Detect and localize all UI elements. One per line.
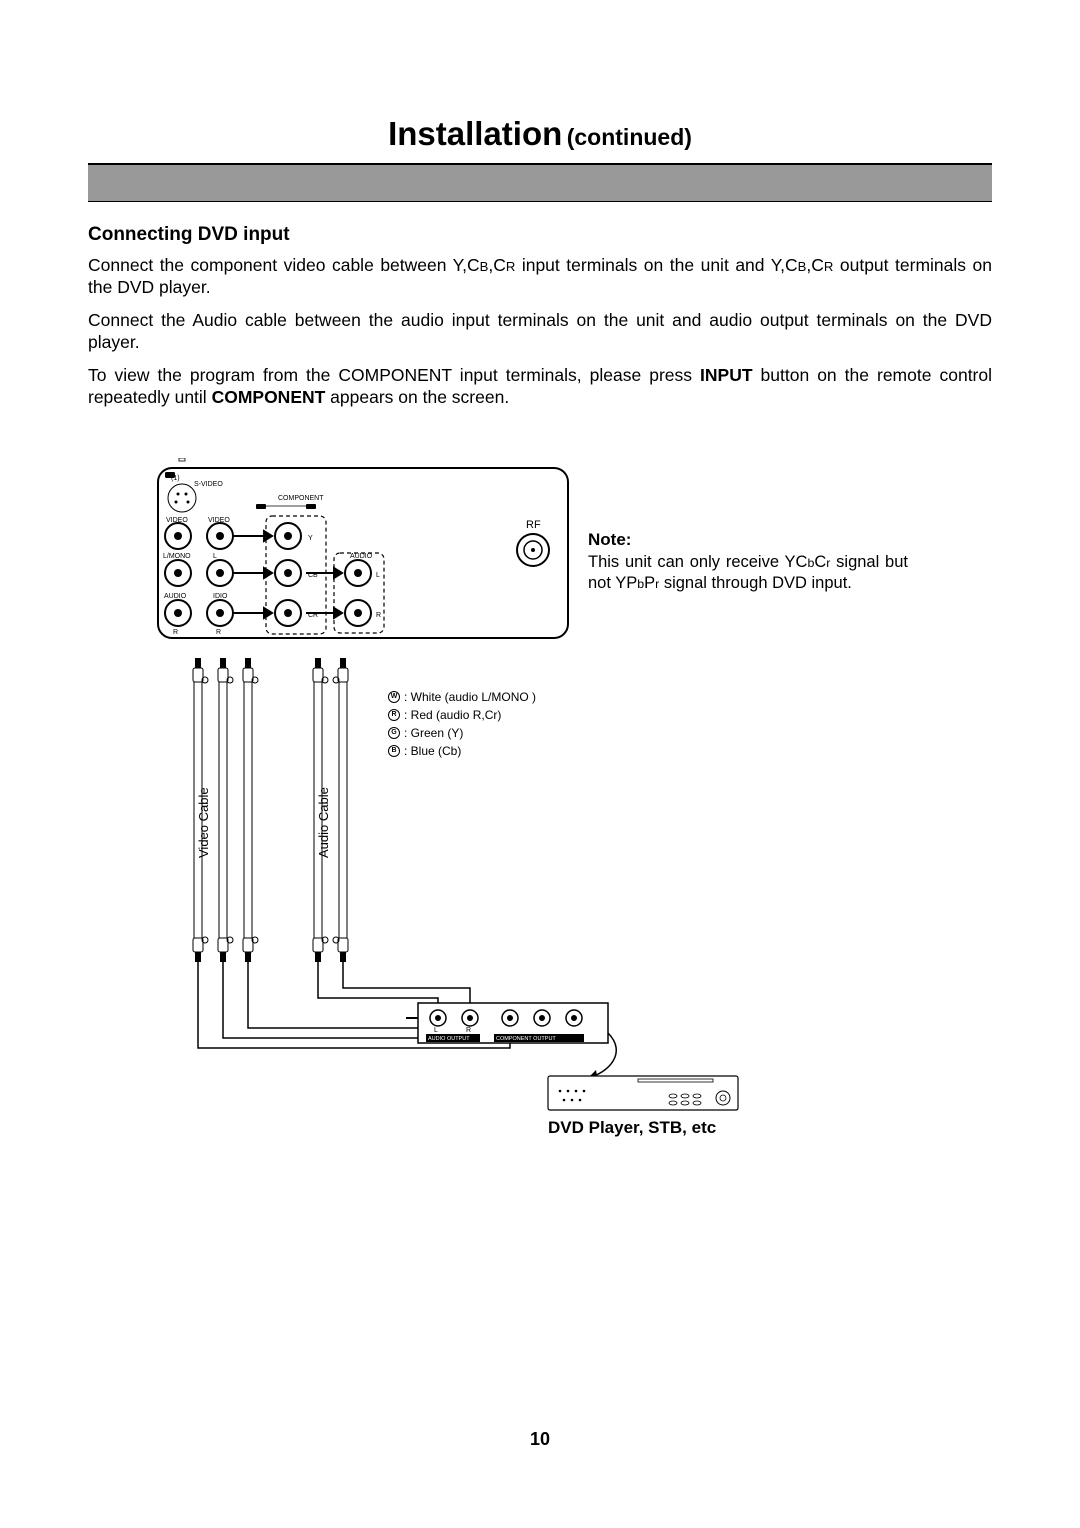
label-audio-output: AUDIO OUTPUT	[428, 1036, 470, 1042]
paragraph-2: Connect the Audio cable between the audi…	[88, 309, 992, 354]
label-r2: R	[376, 612, 381, 619]
p3-end: appears on the screen.	[325, 387, 509, 407]
p1-r: R	[506, 259, 515, 274]
page-number: 10	[0, 1429, 1080, 1450]
section-heading: Connecting DVD input	[88, 224, 992, 246]
header-band	[88, 164, 992, 202]
p1-pre: Connect the component video cable betwee…	[88, 255, 480, 275]
label-rf: RF	[526, 519, 541, 531]
label-y: Y	[308, 535, 313, 542]
cable-plugs-bottom	[193, 937, 348, 962]
jack-row-2: CB AUDIO L	[165, 553, 380, 586]
p1-mid3: ,C	[806, 255, 824, 275]
svg-text:IDIO: IDIO	[213, 593, 228, 600]
p3-input: INPUT	[700, 365, 753, 385]
dvd-player-icon	[548, 1076, 738, 1110]
p3-pre: To view the program from the COMPONENT i…	[88, 365, 700, 385]
label-l: L	[213, 553, 217, 560]
page-title-row: Installation (continued)	[88, 115, 992, 164]
title-sub: (continued)	[567, 124, 692, 150]
label-l2: L	[376, 572, 380, 579]
label-r4: R	[216, 629, 221, 636]
p1-mid2: input terminals on the unit and Y,C	[515, 255, 797, 275]
jack-row-3: CR R R R	[165, 600, 381, 636]
p1-mid1: ,C	[488, 255, 506, 275]
p1-r2: R	[824, 259, 833, 274]
label-component: COMPONENT	[278, 495, 324, 502]
paragraph-3: To view the program from the COMPONENT i…	[88, 364, 992, 409]
p1-end: player.	[154, 277, 210, 297]
paragraph-1: Connect the component video cable betwee…	[88, 254, 992, 299]
label-audio2: AUDIO	[164, 593, 187, 600]
title-main: Installation	[388, 115, 562, 152]
wiring-diagram-svg: (1) S-VIDEO VIDEO VIDEO COMPONENT Y	[138, 458, 778, 1138]
label-r3: R	[173, 629, 178, 636]
svg-text:L: L	[434, 1027, 438, 1034]
p3-component: COMPONENT	[212, 387, 326, 407]
label-component-output: COMPONENT OUTPUT	[496, 1036, 556, 1042]
label-lmono: L/MONO	[163, 553, 191, 560]
cable-plugs-top	[193, 658, 348, 683]
p1-dvd: DVD	[117, 277, 154, 297]
label-svideo: S-VIDEO	[194, 481, 223, 488]
connection-diagram: Note: This unit can only receive YCbCr s…	[88, 458, 992, 1158]
label-audio1: AUDIO	[350, 553, 373, 560]
svg-text:R: R	[466, 1027, 471, 1034]
